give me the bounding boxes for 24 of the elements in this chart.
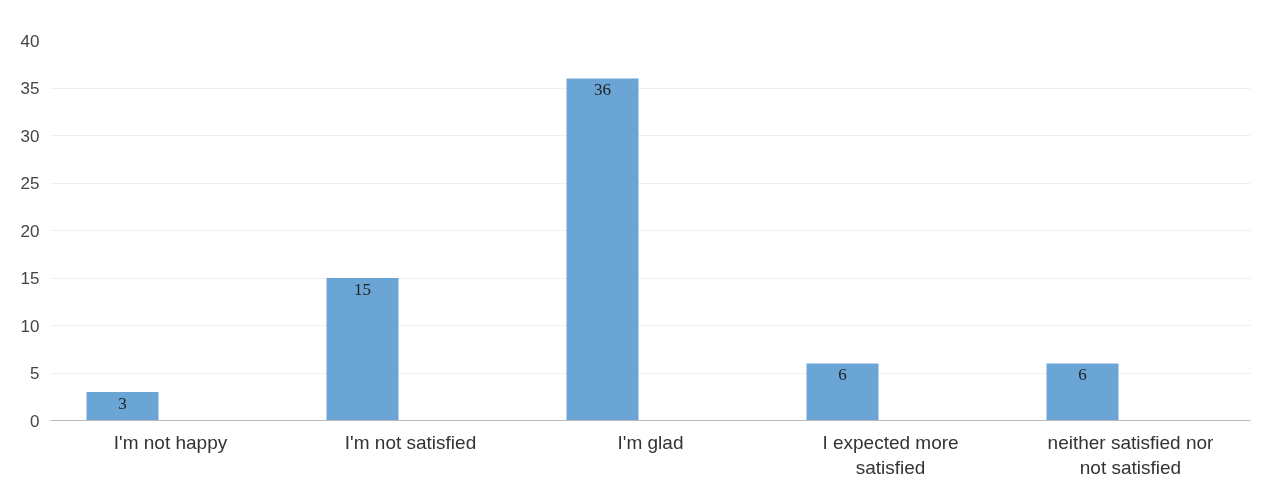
bar — [326, 278, 399, 421]
y-tick-label: 0 — [30, 411, 40, 431]
x-tick-label: I'm not happy — [113, 431, 228, 453]
data-label: 15 — [354, 279, 371, 299]
y-tick-label: 40 — [20, 31, 40, 51]
data-label: 6 — [838, 365, 847, 385]
data-label: 6 — [1078, 365, 1087, 385]
bar — [1046, 363, 1119, 421]
bar — [806, 363, 879, 421]
x-tick-label: I'm glad — [617, 431, 684, 453]
x-tick-label: I expected more satisfied — [822, 431, 959, 478]
x-tick-label: neither satisfied nor not satisfied — [1047, 431, 1215, 478]
data-label: 3 — [118, 393, 127, 413]
bar — [86, 392, 159, 421]
data-label: 36 — [594, 80, 611, 100]
x-tick-label: I'm not satisfied — [344, 431, 477, 453]
bar — [566, 78, 639, 421]
y-tick-label: 20 — [20, 221, 40, 241]
y-tick-label: 35 — [20, 79, 40, 98]
y-tick-label: 30 — [20, 126, 40, 146]
y-tick-label: 5 — [30, 364, 40, 383]
y-tick-label: 15 — [20, 269, 40, 288]
y-tick-label: 10 — [20, 316, 40, 336]
y-tick-label: 25 — [20, 174, 40, 193]
